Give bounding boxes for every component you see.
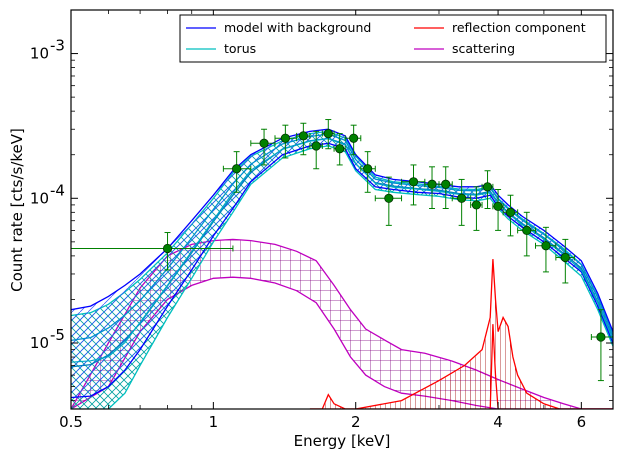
x-tick-label: 4: [493, 413, 503, 431]
scattering-band: [71, 239, 613, 409]
data-point: [590, 309, 613, 382]
data-point: [344, 124, 362, 156]
data-marker: [560, 252, 570, 263]
plot-area: [71, 119, 613, 409]
data-marker: [349, 133, 359, 143]
data-marker: [259, 138, 269, 148]
data-point: [333, 133, 346, 166]
data-marker: [162, 243, 173, 254]
reflection-component-band: [309, 259, 613, 409]
data-marker: [505, 207, 516, 217]
x-axis-label: Energy [keV]: [294, 432, 391, 450]
data-point: [360, 151, 376, 193]
legend-label-reflection: reflection component: [452, 20, 586, 35]
data-marker: [408, 177, 419, 187]
legend-label-model: model with background: [224, 20, 371, 35]
y-tick-label: 10: [30, 189, 49, 207]
data-point: [451, 178, 472, 226]
data-marker: [541, 241, 551, 251]
data-marker: [311, 141, 321, 151]
y-tick-exponent: -4: [50, 181, 65, 199]
data-marker: [427, 179, 437, 189]
reflection-component-upper-line: [309, 259, 613, 409]
y-tick-label: 10: [30, 45, 49, 63]
data-marker: [596, 332, 606, 342]
x-tick-label: 0.5: [59, 413, 83, 431]
data-point: [71, 232, 234, 271]
data-marker: [298, 131, 308, 141]
data-point: [250, 128, 276, 166]
legend-box: [179, 14, 607, 63]
data-point: [502, 194, 519, 237]
data-marker: [482, 182, 493, 192]
data-marker: [363, 164, 373, 174]
data-point: [401, 164, 426, 206]
data-point: [517, 211, 537, 257]
data-point: [481, 170, 494, 210]
data-marker: [522, 225, 532, 235]
data-marker: [232, 164, 242, 174]
model-bands: [71, 128, 613, 409]
data-point: [296, 122, 311, 156]
x-tick-label: 2: [351, 413, 361, 431]
data-marker: [280, 133, 290, 143]
data-point: [438, 166, 453, 210]
data-point: [555, 238, 575, 284]
data-marker: [335, 144, 345, 154]
data-marker: [471, 200, 482, 210]
axis-ticks: 0.5 1 2 4 610-510-410-3: [30, 10, 613, 431]
data-marker: [384, 193, 394, 203]
model-with-background-band: [71, 129, 613, 398]
plot-frame: [70, 9, 614, 410]
data-point: [321, 119, 335, 150]
x-tick-label: 6: [577, 413, 587, 431]
data-points: [71, 119, 613, 382]
y-tick-exponent: -5: [50, 326, 65, 344]
data-marker: [457, 193, 467, 203]
data-point: [309, 130, 323, 170]
y-axis-label: Count rate [cts/s/keV]: [8, 128, 26, 292]
data-point: [535, 226, 557, 273]
data-point: [374, 176, 403, 226]
legend-label-torus: torus: [224, 41, 256, 56]
data-point: [222, 151, 252, 193]
data-marker: [441, 179, 451, 189]
y-tick-exponent: -3: [50, 37, 65, 55]
x-tick-label: 1: [209, 413, 219, 431]
data-marker: [493, 201, 503, 211]
data-point: [492, 189, 504, 231]
legend: model with background reflection compone…: [179, 14, 607, 63]
data-marker: [323, 128, 333, 139]
y-tick-label: 10: [30, 334, 49, 352]
reflection-component-lower-line: [309, 324, 613, 409]
legend-label-scattering: scattering: [452, 41, 515, 56]
data-point: [470, 186, 483, 231]
scattering-lower-line: [71, 276, 613, 409]
